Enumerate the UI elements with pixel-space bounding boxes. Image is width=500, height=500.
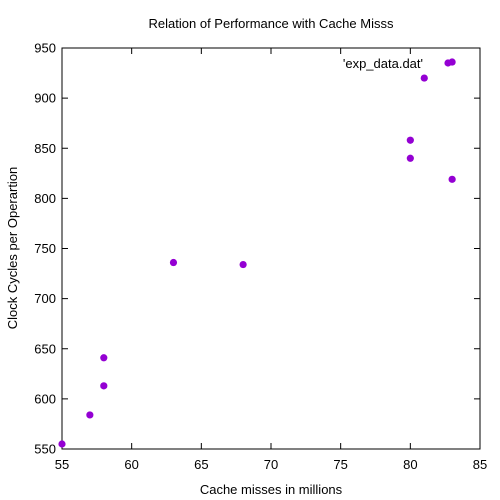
y-tick-label: 700	[34, 291, 56, 306]
y-tick-label: 900	[34, 91, 56, 106]
data-point	[406, 136, 414, 144]
y-axis-label: Clock Cycles per Operartion	[5, 167, 20, 330]
data-point	[420, 74, 428, 82]
data-point	[448, 175, 456, 183]
data-point	[239, 260, 247, 269]
data-point	[169, 258, 178, 267]
axis-tick-labels: 55 60 65 70 75 80 85 550 600 650 700 750 800 850 900 95…	[34, 41, 487, 473]
x-tick-label: 60	[124, 457, 138, 472]
plot-frame	[61, 47, 481, 450]
legend-label: 'exp_data.dat'	[343, 56, 423, 71]
y-tick-label: 600	[34, 391, 56, 406]
y-tick-label: 950	[34, 41, 56, 56]
x-tick-label: 65	[194, 457, 208, 472]
y-tick-label: 650	[34, 341, 56, 356]
y-tick-label: 800	[34, 191, 56, 206]
x-tick-label: 85	[473, 457, 487, 472]
data-point	[100, 382, 108, 390]
x-tick-label: 80	[403, 457, 417, 472]
axis-ticks	[61, 47, 481, 450]
y-tick-label: 550	[34, 442, 56, 457]
x-tick-label: 55	[55, 457, 69, 472]
data-point	[100, 354, 108, 362]
data-points	[58, 58, 456, 448]
x-tick-label: 70	[264, 457, 278, 472]
legend-marker	[444, 59, 452, 67]
x-axis-label: Cache misses in millions	[200, 482, 343, 497]
y-tick-label: 850	[34, 141, 56, 156]
data-point	[86, 411, 94, 419]
x-tick-label: 75	[333, 457, 347, 472]
chart-title: Relation of Performance with Cache Misss	[149, 16, 394, 31]
data-point	[58, 440, 66, 448]
y-tick-label: 750	[34, 241, 56, 256]
data-point	[406, 154, 414, 162]
